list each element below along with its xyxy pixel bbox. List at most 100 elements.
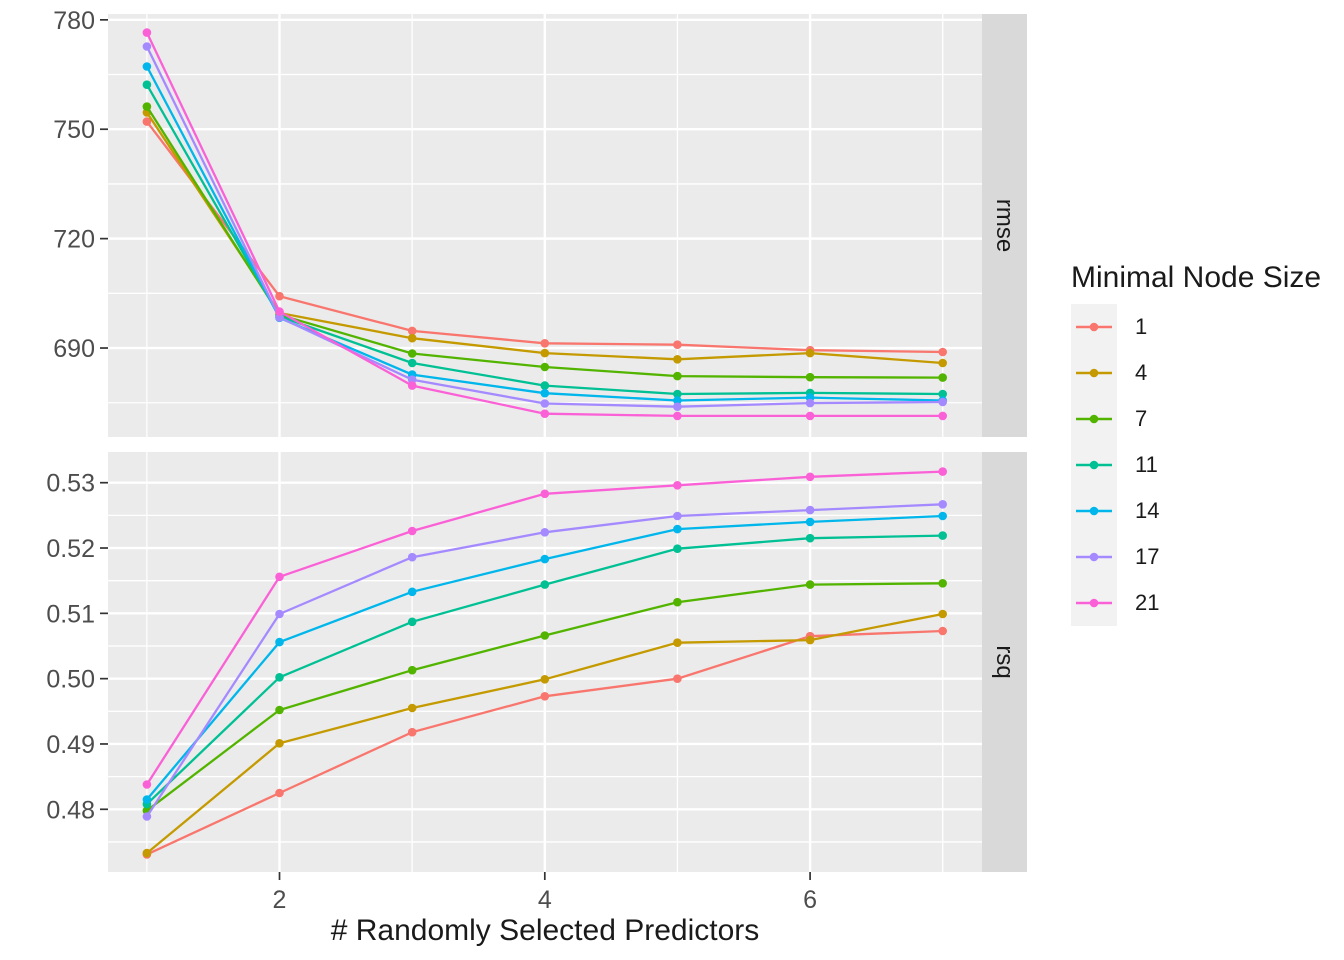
facet-strip-rmse xyxy=(982,14,1027,437)
data-point-rsq-11 xyxy=(673,544,682,553)
legend-entry-label: 7 xyxy=(1135,406,1148,431)
data-point-rsq-11 xyxy=(407,617,417,627)
data-point-rmse-14 xyxy=(142,62,152,71)
data-point-rmse-11 xyxy=(938,389,947,399)
y-tick-label: 0.50 xyxy=(46,666,95,694)
facet-strip-rsq xyxy=(982,452,1027,872)
data-point-rmse-1 xyxy=(938,347,947,357)
data-point-rsq-17 xyxy=(805,505,815,515)
data-point-rsq-21 xyxy=(540,489,550,499)
data-point-rmse-1 xyxy=(407,326,417,336)
data-point-rmse-1 xyxy=(275,291,284,301)
data-point-rmse-21 xyxy=(673,411,682,421)
data-point-rmse-17 xyxy=(407,375,417,385)
y-tick-label: 0.52 xyxy=(46,535,95,563)
y-tick-label: 750 xyxy=(53,116,95,144)
data-point-rsq-1 xyxy=(673,674,682,683)
legend-entry-1: 1 xyxy=(1071,304,1321,350)
data-point-rsq-11 xyxy=(275,673,284,682)
data-point-rmse-7 xyxy=(407,349,417,358)
legend-key-point xyxy=(1089,598,1099,608)
data-point-rsq-14 xyxy=(540,554,550,564)
data-point-rsq-11 xyxy=(540,580,550,589)
legend-key-swatch xyxy=(1071,442,1117,488)
data-point-rsq-17 xyxy=(407,552,417,562)
legend-key-swatch xyxy=(1071,396,1117,442)
data-point-rsq-1 xyxy=(407,727,417,737)
data-point-rmse-4 xyxy=(938,358,947,368)
data-point-rsq-4 xyxy=(407,703,417,713)
data-point-rsq-4 xyxy=(938,609,947,619)
data-point-rsq-7 xyxy=(275,705,284,715)
data-point-rsq-1 xyxy=(275,788,284,798)
data-point-rmse-7 xyxy=(142,102,152,111)
data-point-rsq-1 xyxy=(540,692,550,701)
legend-key-point xyxy=(1089,552,1099,562)
data-point-rsq-17 xyxy=(142,812,152,821)
data-point-rsq-17 xyxy=(275,609,284,619)
data-point-rsq-21 xyxy=(142,780,152,789)
data-point-rmse-14 xyxy=(673,396,682,405)
legend-entries: 1 4 7 11 14 17 21 xyxy=(1071,304,1321,626)
data-point-rmse-11 xyxy=(540,381,550,390)
legend-entry-label: 17 xyxy=(1135,544,1160,569)
data-point-rsq-21 xyxy=(805,472,815,482)
data-point-rmse-1 xyxy=(673,340,682,350)
data-point-rmse-17 xyxy=(142,42,152,51)
y-tick-label: 0.53 xyxy=(46,470,95,498)
data-point-rmse-21 xyxy=(540,409,550,419)
data-point-rmse-17 xyxy=(673,402,682,412)
data-point-rsq-21 xyxy=(673,481,682,490)
data-point-rsq-7 xyxy=(805,580,815,589)
legend-key-swatch xyxy=(1071,350,1117,396)
legend-key-glyph xyxy=(1076,368,1112,378)
legend: Minimal Node Size 1 4 7 11 14 17 21 xyxy=(1071,262,1321,626)
x-axis-title: # Randomly Selected Predictors xyxy=(330,914,760,947)
data-point-rsq-17 xyxy=(540,528,550,537)
data-point-rmse-11 xyxy=(407,358,417,368)
data-point-rsq-21 xyxy=(407,526,417,536)
data-point-rsq-4 xyxy=(540,675,550,684)
data-point-rmse-7 xyxy=(805,372,815,382)
data-point-rmse-21 xyxy=(805,411,815,421)
data-point-rmse-14 xyxy=(540,388,550,398)
data-point-rsq-17 xyxy=(673,511,682,521)
facet-strip-label-rmse: rmse xyxy=(991,199,1018,252)
legend-key-point xyxy=(1089,414,1099,424)
data-point-rsq-11 xyxy=(938,531,947,540)
legend-key-point xyxy=(1089,368,1099,378)
legend-entry-label: 21 xyxy=(1135,590,1160,615)
data-point-rsq-4 xyxy=(673,638,682,647)
legend-entry-11: 11 xyxy=(1071,442,1321,488)
legend-key-glyph xyxy=(1076,414,1112,424)
data-point-rmse-4 xyxy=(673,355,682,364)
y-tick-label: 690 xyxy=(53,335,95,363)
data-point-rsq-14 xyxy=(407,587,417,597)
legend-key-glyph xyxy=(1076,460,1112,470)
data-point-rsq-14 xyxy=(275,637,284,647)
legend-title: Minimal Node Size xyxy=(1071,261,1322,294)
legend-entry-14: 14 xyxy=(1071,488,1321,534)
legend-entry-label: 11 xyxy=(1135,452,1158,477)
y-tick-label: 0.49 xyxy=(46,731,95,759)
data-point-rmse-4 xyxy=(805,348,815,358)
legend-entry-label: 14 xyxy=(1135,498,1160,523)
legend-entry-label: 4 xyxy=(1135,360,1148,385)
data-point-rsq-14 xyxy=(938,511,947,521)
legend-entry-7: 7 xyxy=(1071,396,1321,442)
legend-key-glyph xyxy=(1076,552,1112,562)
data-point-rsq-4 xyxy=(275,739,284,748)
y-tick-label: 720 xyxy=(53,226,95,254)
data-point-rsq-7 xyxy=(407,665,417,675)
data-point-rmse-17 xyxy=(938,397,947,407)
legend-key-glyph xyxy=(1076,598,1112,608)
y-tick-label: 780 xyxy=(53,7,95,35)
legend-key-point xyxy=(1089,460,1099,470)
x-tick-label: 4 xyxy=(538,886,552,914)
legend-entry-17: 17 xyxy=(1071,534,1321,580)
data-point-rmse-4 xyxy=(540,348,550,358)
data-point-rsq-14 xyxy=(142,795,152,804)
facet-strip-label-rsq: rsq xyxy=(991,645,1018,678)
